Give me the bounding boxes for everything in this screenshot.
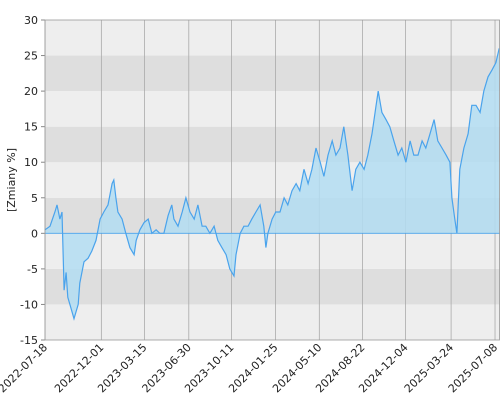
grid-band	[45, 91, 500, 127]
grid-band	[45, 55, 500, 92]
grid-band	[45, 268, 500, 305]
y-tick-label: 10	[24, 156, 38, 169]
y-tick-label: 5	[31, 192, 38, 205]
grid-band	[45, 233, 500, 269]
y-tick-label: -10	[20, 298, 38, 311]
y-tick-label: 0	[31, 227, 38, 240]
area	[45, 48, 500, 319]
y-tick-label: -5	[27, 263, 38, 276]
grid-band	[45, 304, 500, 340]
y-tick-label: -15	[20, 334, 38, 347]
y-tick-label: 30	[24, 14, 38, 27]
y-tick-label: 25	[24, 50, 38, 63]
y-tick-label: 20	[24, 85, 38, 98]
line	[44, 48, 500, 321]
grid-band	[45, 20, 500, 56]
x-tick-label: 2022-07-18	[0, 341, 50, 395]
y-tick-label: 15	[24, 121, 38, 134]
y-axis-label: [Zmiany %]	[5, 148, 18, 212]
